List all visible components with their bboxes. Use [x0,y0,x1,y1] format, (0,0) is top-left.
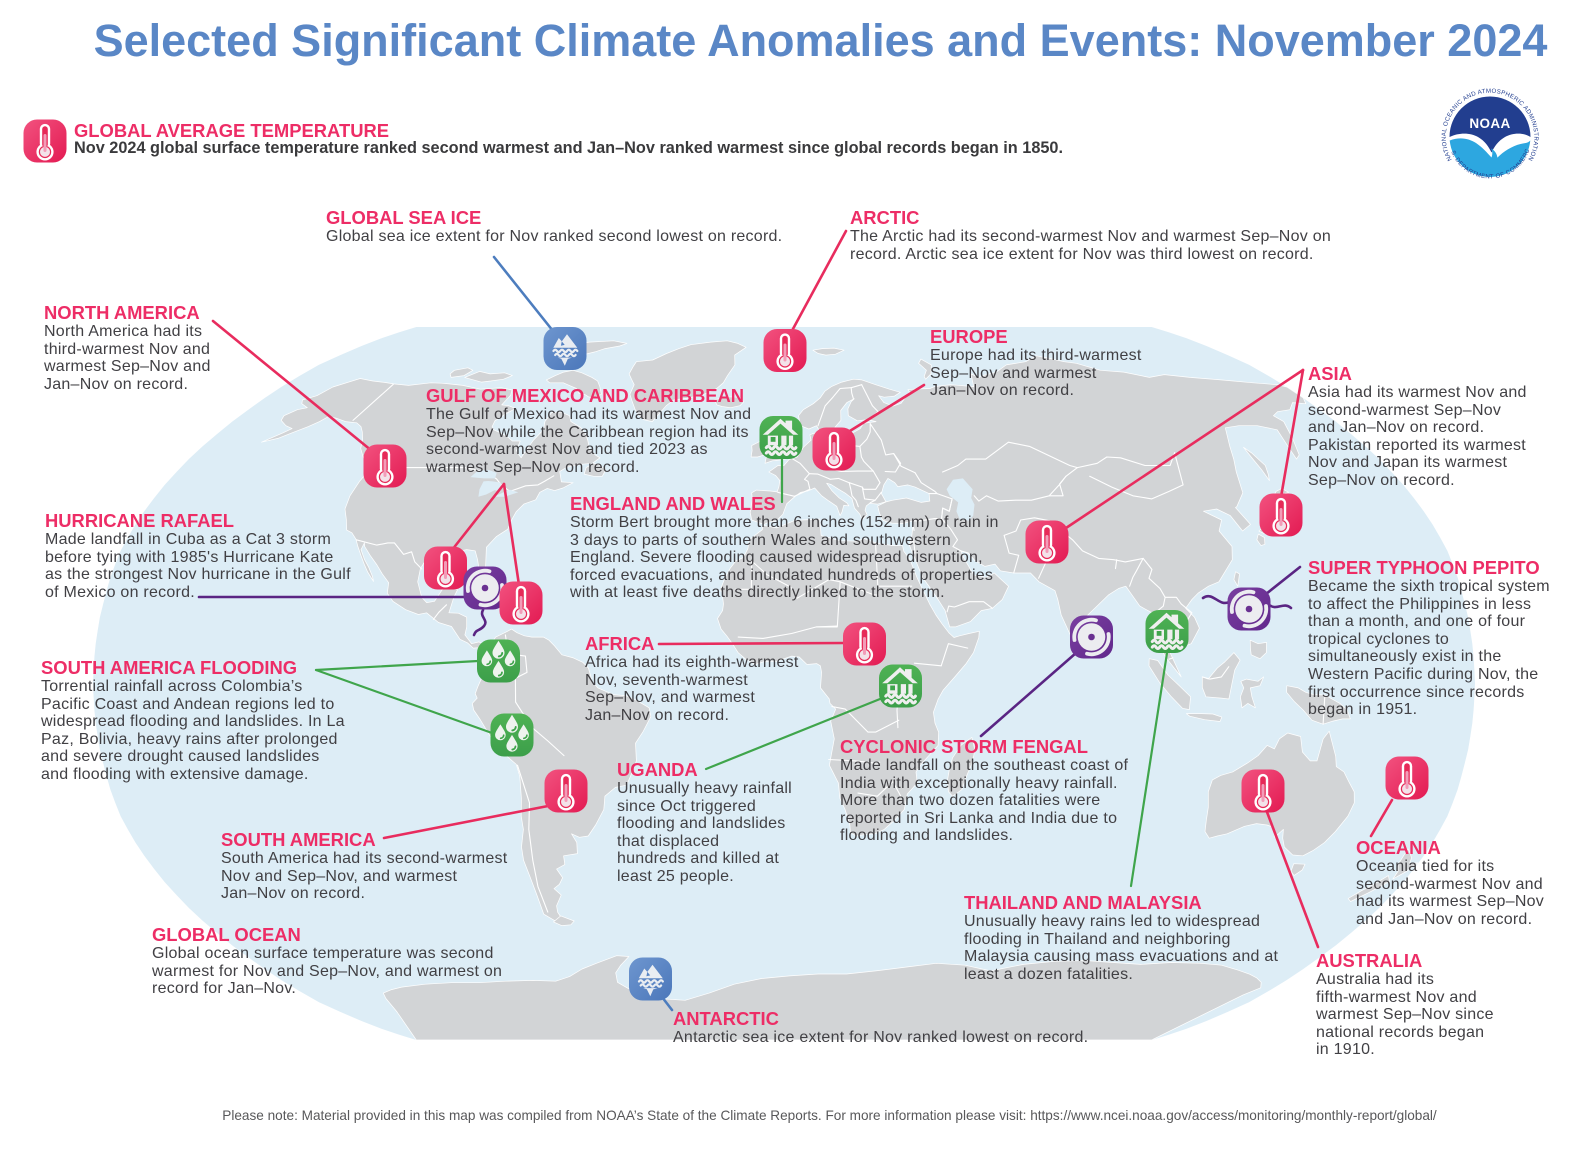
svg-text:NOAA: NOAA [1469,116,1510,131]
